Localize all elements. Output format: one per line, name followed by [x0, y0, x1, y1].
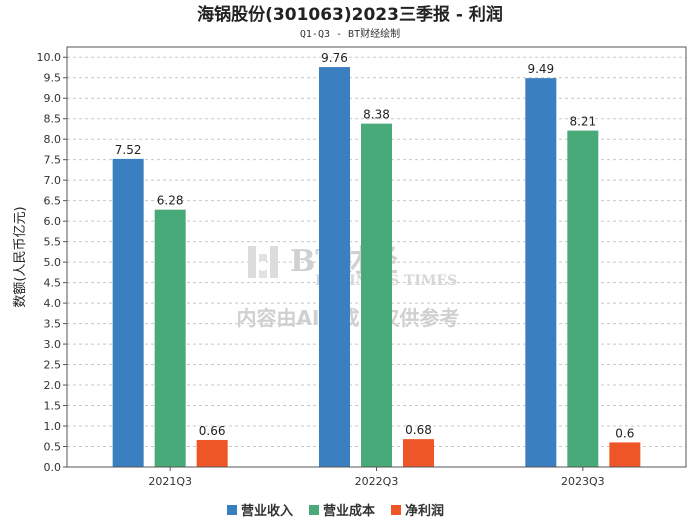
chart-subtitle: Q1-Q3 - BT财经绘制: [300, 27, 400, 40]
y-tick-label: 8.0: [44, 133, 62, 146]
y-tick-label: 6.5: [44, 195, 62, 208]
bar: [319, 67, 350, 467]
y-tick-label: 2.5: [44, 359, 62, 372]
bar: [196, 439, 228, 467]
watermark-logo-icon: [248, 246, 278, 278]
data-label: 9.49: [527, 62, 554, 76]
y-tick-label: 6.0: [44, 215, 62, 228]
y-tick-label: 0.0: [44, 461, 62, 474]
bar: [525, 78, 557, 467]
bar: [403, 439, 434, 467]
y-tick-label: 8.5: [44, 113, 62, 126]
x-tick-label: 2022Q3: [355, 475, 399, 488]
data-label: 0.68: [405, 423, 432, 437]
x-tick-label: 2023Q3: [561, 475, 605, 488]
y-tick-label: 7.5: [44, 154, 62, 167]
y-tick-label: 5.5: [44, 236, 62, 249]
y-tick-label: 0.5: [44, 441, 62, 454]
x-tick-label: 2021Q3: [148, 475, 192, 488]
y-tick-label: 5.0: [44, 256, 62, 269]
legend-label: 营业成本: [323, 503, 375, 519]
bars: [112, 67, 641, 468]
y-tick-label: 4.5: [44, 277, 62, 290]
y-tick-label: 9.5: [44, 72, 62, 85]
y-axis-label: 数额(人民币亿元): [13, 206, 28, 307]
data-label: 6.28: [157, 194, 184, 208]
chart-title: 海锅股份(301063)2023三季报 - 利润: [197, 4, 503, 25]
y-tick-label: 2.0: [44, 379, 62, 392]
x-axis-categories: 2021Q3 2022Q3 2023Q3: [148, 467, 605, 488]
y-tick-label: 3.5: [44, 318, 62, 331]
y-tick-label: 1.5: [44, 400, 62, 413]
bar: [567, 130, 599, 467]
y-tick-label: 10.0: [37, 51, 62, 64]
bar: [154, 209, 186, 468]
y-tick-label: 7.0: [44, 174, 62, 187]
y-axis-ticks: 0.0 0.5 1.0 1.5 2.0 2.5 3.0 3.5 4.0 4.5 5.0 5.5 6.0 6…: [37, 51, 67, 474]
legend-swatch: [227, 505, 237, 515]
y-tick-label: 4.0: [44, 297, 62, 310]
data-label: 7.52: [115, 143, 142, 157]
y-tick-label: 3.0: [44, 338, 62, 351]
data-label: 9.76: [321, 51, 348, 65]
legend-swatch: [391, 505, 401, 515]
legend-swatch: [309, 505, 319, 515]
data-label: 0.66: [199, 424, 226, 438]
bar: [361, 123, 392, 467]
y-tick-label: 1.0: [44, 420, 62, 433]
y-tick-label: 9.0: [44, 92, 62, 105]
data-labels: 7.52 6.28 0.66 9.76 8.38 0.68 9.49 8.21 0.6: [115, 51, 635, 440]
bar: [609, 442, 641, 467]
legend-label: 营业收入: [241, 503, 293, 519]
bar: [112, 158, 144, 468]
data-label: 8.21: [569, 115, 596, 129]
legend: 营业收入 营业成本 净利润: [227, 503, 444, 519]
data-label: 8.38: [363, 108, 390, 122]
legend-label: 净利润: [405, 503, 444, 519]
data-label: 0.6: [615, 426, 634, 440]
